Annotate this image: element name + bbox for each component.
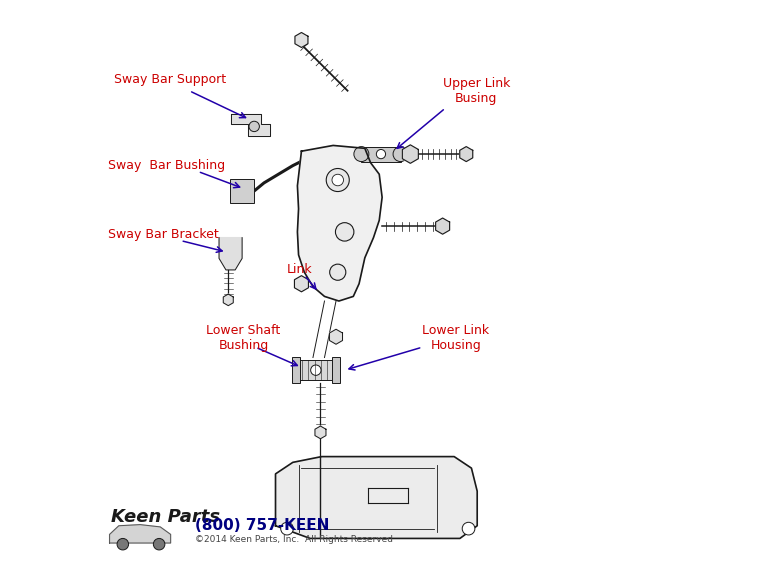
Circle shape bbox=[332, 174, 343, 186]
Polygon shape bbox=[295, 32, 308, 47]
Text: Sway Bar Bracket: Sway Bar Bracket bbox=[109, 228, 219, 241]
Circle shape bbox=[153, 538, 165, 550]
Polygon shape bbox=[297, 145, 382, 301]
Circle shape bbox=[377, 149, 386, 159]
Text: Keen Parts: Keen Parts bbox=[112, 508, 220, 526]
Polygon shape bbox=[403, 145, 418, 163]
Text: Lower Link
Housing: Lower Link Housing bbox=[423, 324, 490, 353]
Circle shape bbox=[117, 538, 129, 550]
Bar bbox=[361, 146, 400, 162]
Circle shape bbox=[393, 146, 408, 162]
Circle shape bbox=[281, 522, 293, 535]
Circle shape bbox=[336, 223, 354, 241]
Text: Lower Shaft
Bushing: Lower Shaft Bushing bbox=[206, 324, 280, 353]
Polygon shape bbox=[276, 457, 477, 538]
Polygon shape bbox=[294, 276, 309, 292]
Text: Link: Link bbox=[287, 263, 313, 276]
Circle shape bbox=[297, 280, 306, 288]
Circle shape bbox=[310, 365, 321, 375]
Circle shape bbox=[326, 168, 350, 192]
Polygon shape bbox=[109, 525, 171, 543]
Text: ©2014 Keen Parts, Inc.  All Rights Reserved: ©2014 Keen Parts, Inc. All Rights Reserv… bbox=[195, 535, 393, 544]
Text: (800) 757-KEEN: (800) 757-KEEN bbox=[195, 518, 330, 533]
Circle shape bbox=[249, 121, 259, 131]
Text: Upper Link
Busing: Upper Link Busing bbox=[443, 76, 510, 105]
Polygon shape bbox=[460, 146, 473, 162]
Bar bbox=[299, 360, 333, 380]
Bar bbox=[230, 179, 254, 203]
Circle shape bbox=[333, 334, 340, 340]
Polygon shape bbox=[219, 237, 242, 270]
Polygon shape bbox=[315, 426, 326, 439]
Bar bbox=[332, 357, 340, 383]
Circle shape bbox=[330, 264, 346, 280]
Circle shape bbox=[462, 522, 475, 535]
Text: Sway Bar Support: Sway Bar Support bbox=[114, 73, 226, 86]
Polygon shape bbox=[231, 114, 270, 136]
Circle shape bbox=[354, 146, 369, 162]
Text: Sway  Bar Bushing: Sway Bar Bushing bbox=[109, 159, 226, 172]
Polygon shape bbox=[330, 329, 343, 345]
Polygon shape bbox=[436, 218, 450, 234]
Bar bbox=[292, 357, 300, 383]
Polygon shape bbox=[223, 294, 233, 306]
